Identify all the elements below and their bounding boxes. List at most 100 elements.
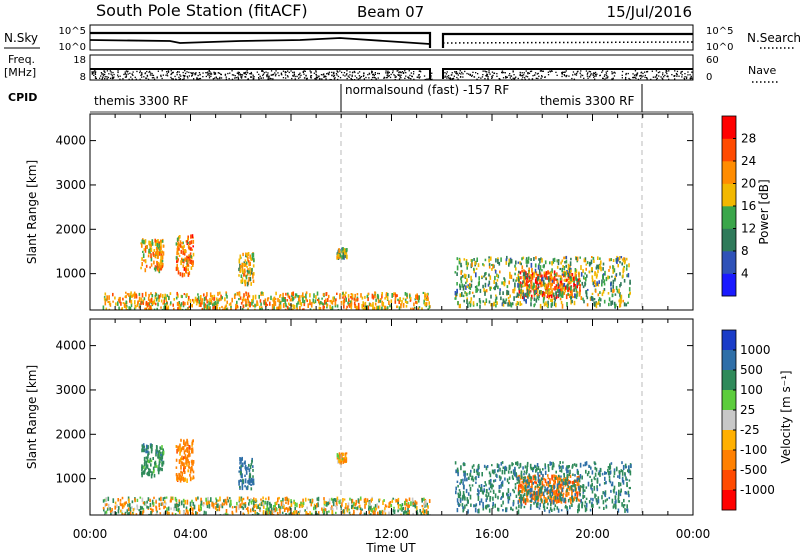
heatmap-cell <box>368 302 371 307</box>
nave-dot <box>678 75 680 77</box>
heatmap-cell <box>520 503 523 507</box>
freq-tick-top: 18 <box>73 55 86 66</box>
heatmap-cell <box>120 301 122 306</box>
heatmap-cell <box>484 481 486 484</box>
nave-dot <box>112 76 114 79</box>
heatmap-cell <box>237 504 240 509</box>
heatmap-cell <box>306 506 308 510</box>
heatmap-cell <box>217 505 219 508</box>
heatmap-cell <box>520 494 522 499</box>
nave-dot <box>195 72 197 74</box>
heatmap-cell <box>160 246 162 250</box>
nave-dot <box>193 78 195 80</box>
heatmap-cell <box>577 281 580 285</box>
heatmap-cell <box>187 443 189 446</box>
heatmap-cell <box>615 274 617 277</box>
nave-dot <box>258 77 260 79</box>
heatmap-cell <box>557 282 559 287</box>
heatmap-cell <box>515 260 517 265</box>
heatmap-cell <box>621 262 623 266</box>
heatmap-cell <box>149 241 152 246</box>
nave-dot <box>689 74 691 76</box>
heatmap-cell <box>343 498 346 501</box>
heatmap-cell <box>566 302 568 307</box>
nave-dot <box>241 74 243 76</box>
nave-dot <box>449 77 451 80</box>
heatmap-cell <box>504 465 507 471</box>
heatmap-cell <box>131 294 134 297</box>
heatmap-cell <box>364 497 367 503</box>
heatmap-cell <box>490 303 492 307</box>
heatmap-cell <box>254 308 256 310</box>
heatmap-cell <box>589 500 591 504</box>
nave-dot <box>524 78 526 81</box>
heatmap-cell <box>345 291 347 294</box>
heatmap-cell <box>247 510 250 515</box>
nave-dot <box>517 77 519 80</box>
heatmap-cell <box>466 262 469 267</box>
heatmap-cell <box>586 473 589 477</box>
heatmap-cell <box>480 484 483 488</box>
heatmap-cell <box>246 281 249 287</box>
heatmap-cell <box>156 465 158 468</box>
heatmap-cell <box>560 261 562 265</box>
nave-dot <box>456 73 458 75</box>
nave-dot <box>287 70 289 72</box>
heatmap-cell <box>223 307 226 310</box>
heatmap-cell <box>404 506 407 511</box>
nave-dot <box>303 70 305 72</box>
heatmap-cell <box>618 256 621 260</box>
heatmap-cell <box>478 472 480 476</box>
heatmap-cell <box>582 489 585 492</box>
heatmap-cell <box>512 469 515 474</box>
heatmap-cell <box>177 238 180 241</box>
heatmap-cell <box>596 302 598 305</box>
heatmap-cell <box>513 296 515 301</box>
heatmap-cell <box>323 305 325 309</box>
heatmap-cell <box>615 273 618 276</box>
nave-dot <box>267 74 269 76</box>
heatmap-cell <box>356 506 359 510</box>
heatmap-cell <box>298 297 300 302</box>
heatmap-cell <box>270 503 272 508</box>
heatmap-cell <box>179 306 182 310</box>
heatmap-cell <box>299 509 301 513</box>
heatmap-cell <box>544 465 547 470</box>
nave-dot <box>640 72 642 74</box>
heatmap-cell <box>382 302 384 307</box>
heatmap-cell <box>231 506 234 509</box>
heatmap-cell <box>217 503 219 506</box>
heatmap-cell <box>112 300 114 303</box>
heatmap-cell <box>142 250 144 253</box>
heatmap-cell <box>555 475 558 481</box>
heatmap-cell <box>244 485 246 488</box>
heatmap-cell <box>234 294 236 299</box>
heatmap-cell <box>183 477 185 483</box>
nave-dot <box>621 70 624 73</box>
heatmap-cell <box>347 301 349 305</box>
heatmap-cell <box>627 492 630 495</box>
heatmap-cell <box>380 298 382 301</box>
heatmap-cell <box>544 488 546 493</box>
heatmap-cell <box>482 505 484 508</box>
heatmap-cell <box>505 507 508 510</box>
heatmap-cell <box>423 502 425 507</box>
heatmap-cell <box>241 267 244 272</box>
heatmap-cell <box>378 498 381 501</box>
heatmap-cell <box>193 299 195 304</box>
heatmap-cell <box>587 470 590 475</box>
heatmap-cell <box>394 293 397 299</box>
nave-dot <box>262 74 264 77</box>
heatmap-cell <box>462 509 464 513</box>
nave-dot <box>664 74 666 77</box>
heatmap-cell <box>185 441 187 447</box>
heatmap-cell <box>182 247 184 250</box>
heatmap-cell <box>495 304 497 308</box>
heatmap-cell <box>476 288 478 293</box>
heatmap-cell <box>607 292 610 295</box>
nave-dot <box>188 71 190 74</box>
heatmap-cell <box>201 300 203 305</box>
heatmap-cell <box>198 302 201 307</box>
heatmap-cell <box>214 308 216 310</box>
heatmap-cell <box>567 263 570 269</box>
